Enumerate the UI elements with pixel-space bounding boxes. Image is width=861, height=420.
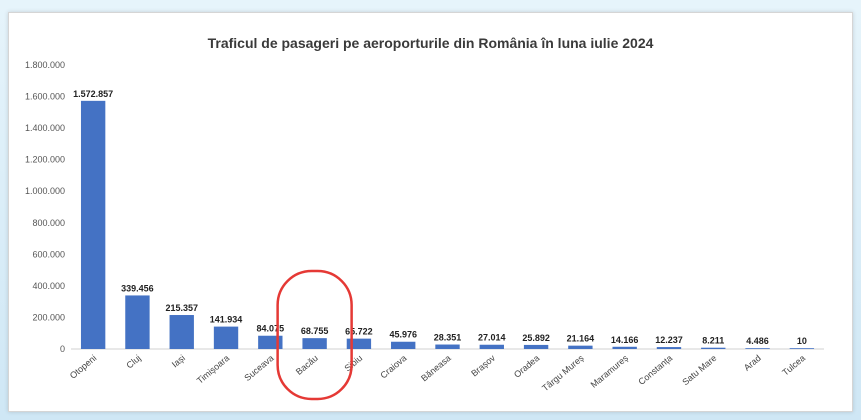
x-tick-label: Tulcea (780, 353, 807, 378)
x-tick-label: Băneasa (419, 353, 453, 383)
data-label: 45.976 (389, 330, 417, 340)
bar (435, 344, 460, 349)
bar (302, 338, 327, 349)
data-label: 339.456 (121, 283, 154, 293)
x-tick-label: Constanța (636, 353, 674, 387)
y-tick-label: 0 (60, 344, 65, 354)
bar (479, 344, 504, 349)
data-label: 14.166 (611, 335, 639, 345)
data-label: 28.351 (434, 333, 462, 343)
data-label: 21.164 (567, 334, 595, 344)
bar (656, 347, 682, 349)
bar (612, 346, 637, 349)
y-tick-label: 1.600.000 (25, 92, 65, 102)
bar (568, 345, 593, 349)
bar (213, 326, 239, 349)
x-tick-label: Timișoara (195, 353, 231, 386)
y-tick-label: 200.000 (32, 312, 65, 322)
y-tick-label: 1.200.000 (25, 155, 65, 165)
x-tick-label: Brașov (469, 353, 497, 379)
y-tick-label: 1.400.000 (25, 123, 65, 133)
data-label: 12.237 (655, 335, 683, 345)
data-label: 215.357 (165, 303, 198, 313)
data-label: 84.075 (257, 324, 285, 334)
y-tick-label: 600.000 (32, 249, 65, 259)
bar (391, 341, 416, 349)
data-label: 68.755 (301, 326, 329, 336)
data-label: 27.014 (478, 333, 506, 343)
bar (169, 315, 194, 349)
y-tick-label: 1.000.000 (25, 186, 65, 196)
bar (789, 348, 815, 349)
chart-card: Traficul de pasageri pe aeroporturile di… (8, 12, 853, 412)
data-label: 1.572.857 (73, 89, 113, 99)
x-tick-label: Sibiu (342, 353, 364, 374)
x-tick-label: Cluj (124, 353, 142, 371)
data-label: 25.892 (522, 333, 550, 343)
x-tick-label: Bacău (294, 353, 320, 377)
x-tick-label: Otopeni (68, 353, 99, 381)
data-label: 65.722 (345, 327, 373, 337)
bar (701, 347, 726, 349)
bar (125, 295, 150, 349)
y-tick-label: 400.000 (32, 281, 65, 291)
y-tick-label: 1.800.000 (25, 60, 65, 70)
bar (745, 348, 770, 349)
bar (346, 338, 372, 349)
data-label: 8.211 (702, 336, 724, 346)
x-tick-label: Satu Mare (680, 353, 718, 387)
x-tick-label: Târgu Mureș (540, 353, 586, 394)
highlight-ellipse (276, 269, 353, 401)
x-tick-label: Maramureș (589, 353, 631, 390)
x-tick-label: Arad (742, 353, 763, 373)
data-label: 10 (797, 336, 807, 346)
bar (523, 344, 549, 349)
x-tick-label: Craiova (378, 353, 408, 381)
bar (80, 100, 106, 349)
y-tick-label: 800.000 (32, 218, 65, 228)
data-label: 4.486 (746, 336, 769, 346)
x-tick-label: Oradea (512, 353, 541, 380)
chart-title: Traficul de pasageri pe aeroporturile di… (207, 35, 654, 51)
data-label: 141.934 (210, 315, 243, 325)
x-tick-label: Suceava (242, 353, 275, 383)
x-tick-label: Iași (170, 353, 187, 370)
bar-chart: 0 200.000 400.000 600.000 800.000 1.000.000 1.… (25, 60, 824, 401)
